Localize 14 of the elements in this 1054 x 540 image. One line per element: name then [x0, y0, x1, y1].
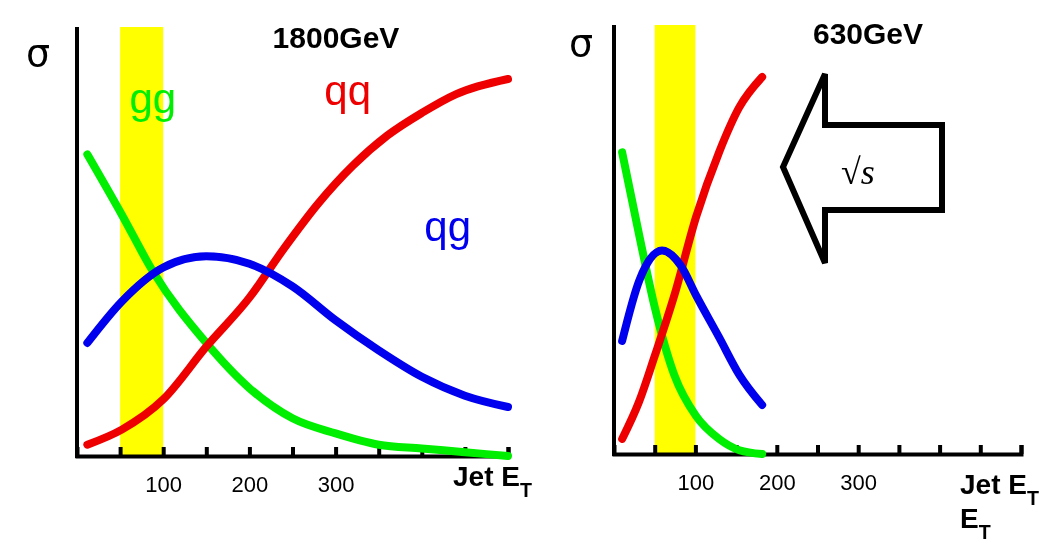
x-tick-label: 100	[677, 469, 715, 495]
text: qg	[424, 202, 472, 250]
chart-title: 1800GeV	[272, 21, 400, 54]
x-tick-label: 200	[231, 471, 269, 497]
series-label: qq	[324, 67, 372, 115]
annotation: √s	[841, 152, 875, 192]
x-axis-title: Jet E$_{T}$	[453, 461, 532, 501]
x-tick-label: 100	[145, 471, 183, 497]
y-axis-title: σ	[25, 31, 51, 75]
x-tick-label: 300	[840, 469, 878, 495]
x-tick-label: 300	[317, 471, 355, 497]
y-axis-title: σ	[568, 21, 594, 65]
chart-title: 630GeV	[812, 17, 924, 50]
x-tick-label: 200	[758, 469, 796, 495]
